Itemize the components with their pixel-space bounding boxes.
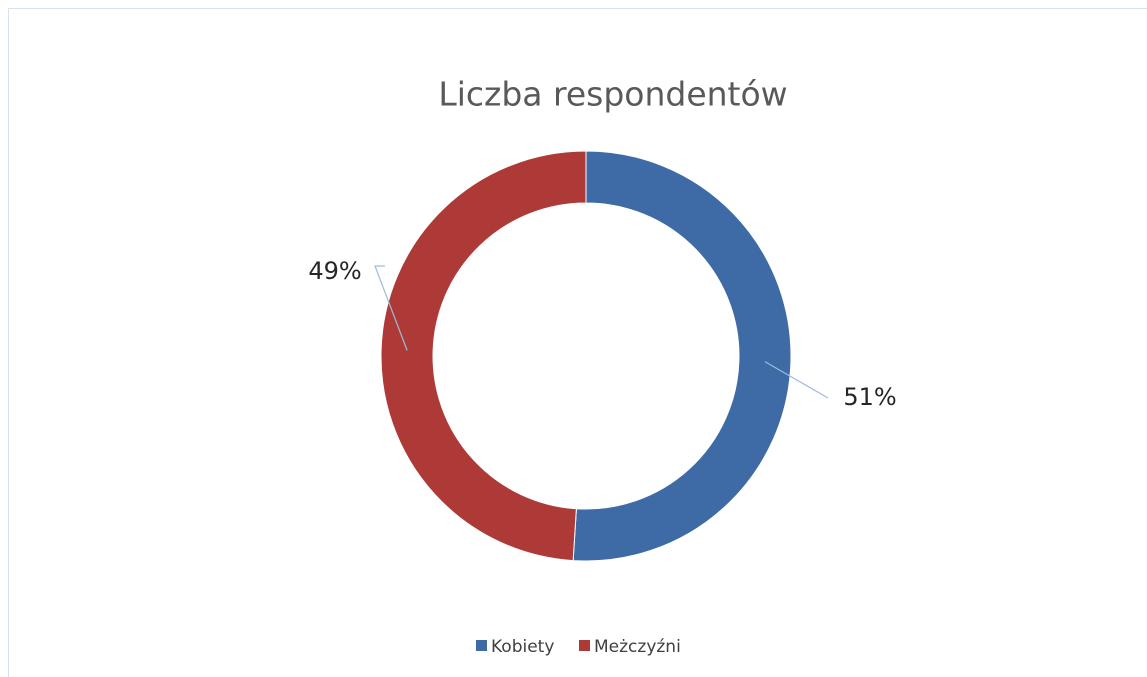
doughnut-segment — [572, 150, 792, 562]
leader-line — [764, 361, 829, 399]
data-label: 51% — [843, 383, 896, 411]
leader-line — [374, 265, 408, 351]
legend-swatch — [476, 640, 487, 651]
data-label: 49% — [308, 257, 361, 285]
chart-title: Liczba respondentów — [438, 75, 787, 114]
doughnut-segment — [380, 150, 587, 562]
legend-label: Kobiety — [491, 637, 554, 657]
legend-swatch — [579, 640, 590, 651]
chart-frame — [8, 8, 1147, 677]
legend-label: Meżczyźni — [594, 637, 681, 657]
